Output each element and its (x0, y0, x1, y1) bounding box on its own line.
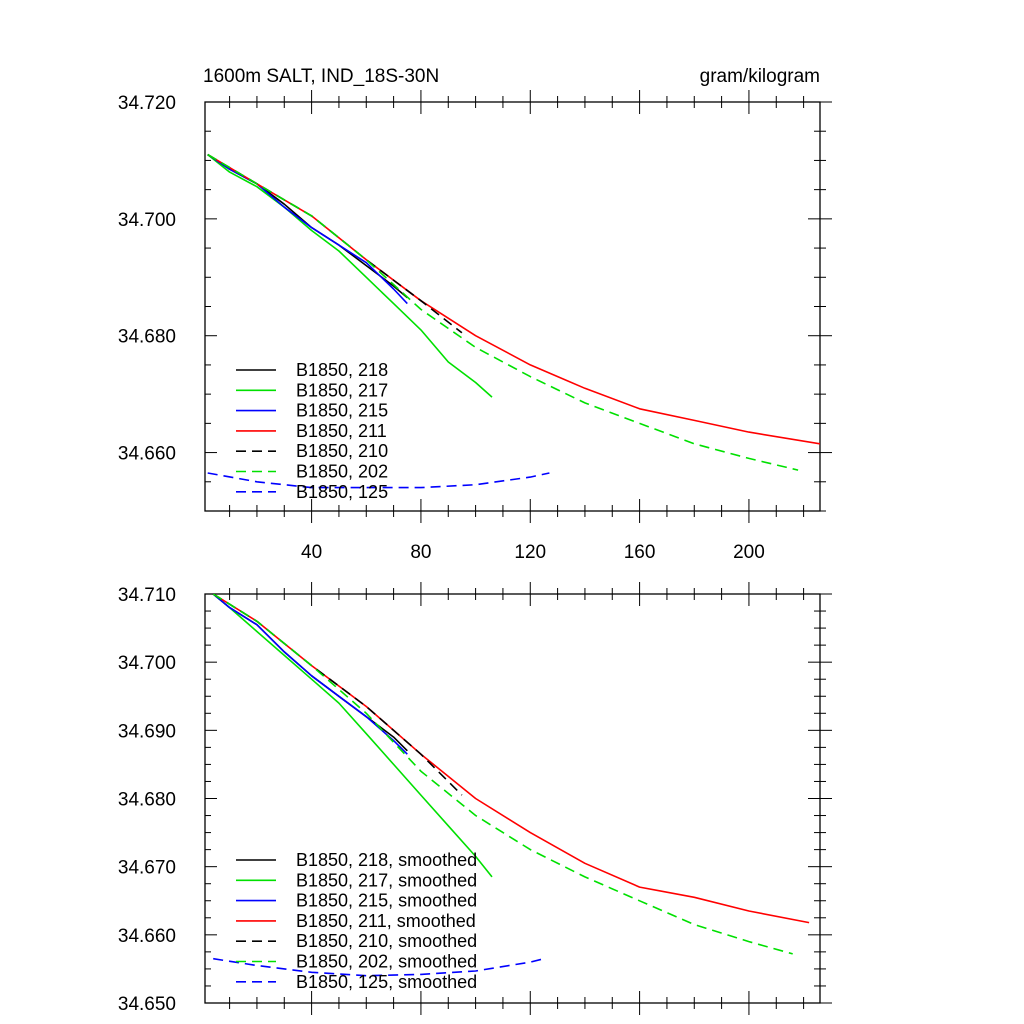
legend-label: B1850, 202, smoothed (296, 952, 477, 972)
y-tick-label: 34.660 (118, 444, 176, 465)
series-line-5 (212, 594, 793, 955)
legend-label: B1850, 125 (296, 482, 388, 502)
x-tick-label: 80 (410, 542, 431, 563)
legend-label: B1850, 210 (296, 441, 388, 461)
bottom-panel-smoothed: 34.650 34.660 34.670 34.680 34.690 34.700 34.7… (118, 582, 832, 1015)
series-lines (212, 594, 810, 977)
legend-label: B1850, 210, smoothed (296, 931, 477, 951)
x-tick-label: 40 (301, 542, 322, 563)
series-line-3 (207, 153, 820, 445)
legend-label: B1850, 217 (296, 380, 388, 400)
chart-units: gram/kilogram (700, 66, 820, 87)
legend-label: B1850, 125, smoothed (296, 972, 477, 992)
series-line-3 (212, 594, 810, 924)
x-tick-label: 200 (733, 542, 765, 563)
y-tick-label: 34.680 (118, 327, 176, 348)
x-tick-label: 120 (514, 542, 546, 563)
series-line-1 (207, 153, 493, 398)
series-line-1 (212, 594, 493, 878)
series-line-2 (212, 594, 408, 755)
top-panel-raw: 40 80 120 160 200 34.660 34.680 34.700 34.720 160… (118, 66, 832, 563)
legend-label: B1850, 215, smoothed (296, 891, 477, 911)
y-tick-label: 34.670 (118, 858, 176, 879)
series-line-5 (207, 153, 799, 471)
series-lines (207, 153, 820, 489)
y-tick-label: 34.720 (118, 93, 176, 114)
legend-label: B1850, 218 (296, 360, 388, 380)
y-tick-label: 34.700 (118, 210, 176, 231)
series-line-6 (213, 957, 545, 977)
series-line-4 (212, 594, 463, 796)
legend-label: B1850, 202 (296, 462, 388, 482)
legend-label: B1850, 215 (296, 401, 388, 421)
legend-label: B1850, 211, smoothed (296, 911, 476, 931)
chart-title: 1600m SALT, IND_18S-30N (203, 66, 439, 87)
legend-label: B1850, 211 (296, 421, 387, 441)
x-tick-label: 160 (624, 542, 656, 563)
y-tick-label: 34.690 (118, 721, 176, 742)
y-tick-label: 34.660 (118, 926, 176, 947)
y-tick-label: 34.680 (118, 790, 176, 811)
y-tick-label: 34.700 (118, 653, 176, 674)
y-tick-label: 34.650 (118, 994, 176, 1015)
y-tick-label: 34.710 (118, 585, 176, 606)
legend-label: B1850, 218, smoothed (296, 850, 477, 870)
legend-label: B1850, 217, smoothed (296, 870, 477, 890)
series-line-2 (207, 153, 408, 305)
